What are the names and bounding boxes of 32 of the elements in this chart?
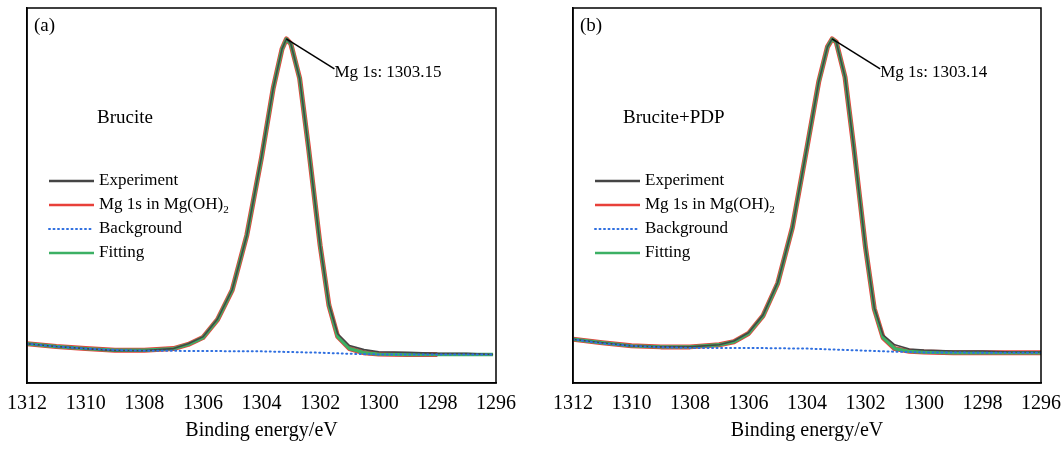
legend-label: Experiment <box>99 170 179 190</box>
annotation: Mg 1s: 1303.15 <box>334 61 442 81</box>
x-tick-label: 1306 <box>728 391 769 414</box>
x-tick-label: 1308 <box>670 391 710 414</box>
legend-label: Background <box>99 218 183 238</box>
x-tick-label: 1306 <box>182 391 223 414</box>
x-tick-label: 1300 <box>904 391 944 414</box>
legend-label: Background <box>645 218 729 238</box>
x-tick-label: 1310 <box>611 391 652 414</box>
x-axis-title: Binding energy/eV <box>185 418 339 442</box>
text: (b) <box>580 14 603 36</box>
x-tick-label: 1312 <box>553 391 593 414</box>
legend-label: Experiment <box>645 170 725 190</box>
x-tick-label: 1310 <box>65 391 106 414</box>
x-tick-label: 1300 <box>358 391 399 414</box>
x-tick-label: 1304 <box>787 391 827 414</box>
x-tick-label: 1296 <box>1021 391 1061 414</box>
x-tick-label: 1312 <box>7 391 47 414</box>
x-tick-label: 1308 <box>124 391 165 414</box>
text: (a) <box>34 14 56 36</box>
legend-label: Fitting <box>645 242 691 262</box>
x-axis-title: Binding energy/eV <box>730 418 884 442</box>
legend-label: Fitting <box>99 242 145 262</box>
x-tick-label: 1298 <box>417 391 458 414</box>
annotation: Mg 1s: 1303.14 <box>880 61 988 81</box>
x-tick-label: 1302 <box>845 391 886 414</box>
annotation: Brucite <box>97 106 153 127</box>
x-tick-label: 1296 <box>476 391 516 414</box>
annotation: Brucite+PDP <box>623 106 725 127</box>
x-tick-label: 1298 <box>962 391 1003 414</box>
x-tick-label: 1302 <box>300 391 341 414</box>
x-tick-label: 1304 <box>241 391 282 414</box>
